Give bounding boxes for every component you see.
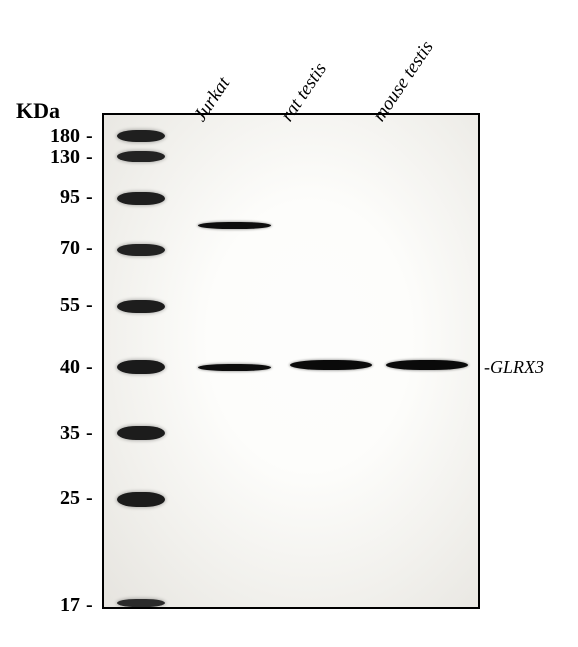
ladder-band	[117, 599, 165, 607]
mw-tick: -	[86, 146, 93, 169]
mw-tick: -	[86, 186, 93, 209]
mw-tick: -	[86, 487, 93, 510]
units-label: KDa	[16, 98, 60, 124]
ladder-band	[117, 426, 165, 440]
jurkat-glrx3-band	[198, 364, 271, 371]
blot-frame	[102, 113, 480, 609]
mw-label: 40	[60, 356, 80, 379]
rat-glrx3-band	[290, 360, 372, 370]
ladder-band	[117, 300, 165, 313]
mw-label: 17	[60, 594, 80, 617]
mw-label: 55	[60, 294, 80, 317]
mw-tick: -	[86, 594, 93, 617]
ladder-band	[117, 492, 165, 507]
mw-label: 25	[60, 487, 80, 510]
ladder-band	[117, 360, 165, 374]
mw-label: 180	[50, 125, 80, 148]
mw-label: 70	[60, 237, 80, 260]
jurkat-upper-band	[198, 222, 271, 229]
mouse-glrx3-band	[386, 360, 468, 370]
mw-label: 130	[50, 146, 80, 169]
mw-tick: -	[86, 294, 93, 317]
ladder-band	[117, 244, 165, 256]
ladder-band	[117, 151, 165, 162]
mw-label: 35	[60, 422, 80, 445]
ladder-band	[117, 192, 165, 205]
mw-tick: -	[86, 237, 93, 260]
protein-label: -GLRX3	[484, 357, 544, 378]
mw-tick: -	[86, 356, 93, 379]
figure-container: KDa -GLRX3 180-130-95-70-55-40-35-25-17-…	[0, 0, 578, 647]
mw-label: 95	[60, 186, 80, 209]
ladder-band	[117, 130, 165, 142]
mw-tick: -	[86, 422, 93, 445]
mw-tick: -	[86, 125, 93, 148]
